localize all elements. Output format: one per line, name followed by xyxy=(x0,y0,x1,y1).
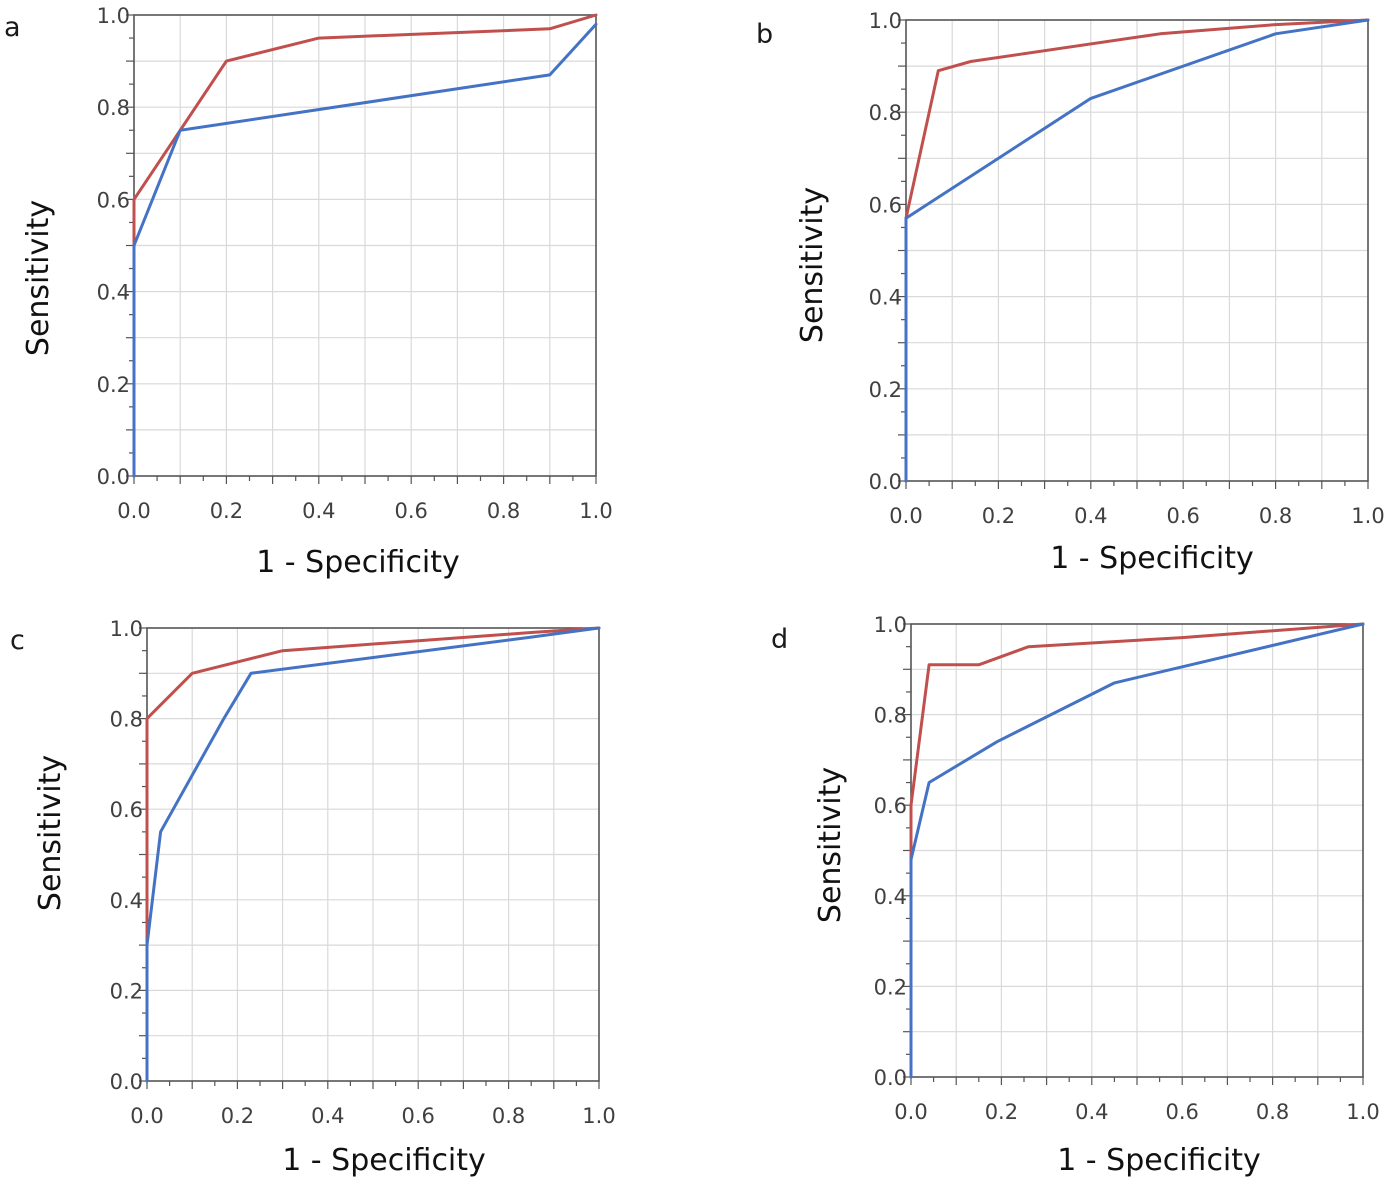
y-tick-label: 0.0 xyxy=(110,1070,143,1094)
x-tick-label: 0.0 xyxy=(894,1100,927,1124)
y-axis-title: Sensitivity xyxy=(795,187,830,343)
x-tick-label: 1.0 xyxy=(1346,1100,1379,1124)
x-tick-label: 0.6 xyxy=(394,499,427,523)
y-tick-label: 0.4 xyxy=(97,281,130,305)
x-tick-label: 0.6 xyxy=(401,1104,434,1128)
y-tick-label: 0.4 xyxy=(874,885,907,909)
x-tick-label: 0.2 xyxy=(982,504,1015,528)
x-tick-label: 0.8 xyxy=(1256,1100,1289,1124)
x-tick-label: 0.0 xyxy=(130,1104,163,1128)
y-tick-label: 1.0 xyxy=(110,617,143,641)
panel-label: a xyxy=(4,12,21,43)
x-axis-title: 1 - Specificity xyxy=(1050,541,1254,576)
y-tick-label: 0.4 xyxy=(869,286,902,310)
x-tick-label: 1.0 xyxy=(582,1104,615,1128)
roc-curve-blue xyxy=(145,626,601,1083)
x-axis-title: 1 - Specificity xyxy=(1057,1143,1261,1177)
y-tick-label: 0.2 xyxy=(869,378,902,402)
roc-panel-b: 0.0 0.2 0.4 0.6 0.8 1.0 0.0 0.2 0.4 0.6 0.8 1.0 1 - … xyxy=(756,9,1385,576)
x-tick-label: 1.0 xyxy=(579,499,612,523)
x-tick-label: 0.8 xyxy=(492,1104,525,1128)
roc-panel-c: 0.0 0.2 0.4 0.6 0.8 1.0 0.0 0.2 0.4 0.6 0.8 1.0 1 - … xyxy=(10,617,616,1177)
y-tick-label: 0.8 xyxy=(97,96,130,120)
x-tick-label: 0.2 xyxy=(985,1100,1018,1124)
x-tick-label: 0.4 xyxy=(311,1104,344,1128)
y-tick-label: 0.6 xyxy=(97,188,130,212)
y-tick-label: 0.0 xyxy=(97,465,130,489)
roc-panel-a: 0.0 0.2 0.4 0.6 0.8 1.0 0.0 0.2 0.4 0.6 0.8 1.0 1 - … xyxy=(4,4,613,580)
x-axis-title: 1 - Specificity xyxy=(256,545,460,580)
roc-curve-blue xyxy=(904,18,1370,483)
y-tick-label: 0.2 xyxy=(874,975,907,999)
x-tick-label: 0.8 xyxy=(487,499,520,523)
roc-panel-d: 0.0 0.2 0.4 0.6 0.8 1.0 0.0 0.2 0.4 0.6 0.8 1.0 1 - … xyxy=(771,613,1380,1177)
x-tick-label: 0.0 xyxy=(889,504,922,528)
panel-label: b xyxy=(756,19,773,50)
roc-curve-blue xyxy=(132,22,598,478)
roc-curve-red xyxy=(909,622,1365,1079)
roc-curve-red xyxy=(132,13,598,478)
x-tick-label: 0.0 xyxy=(117,499,150,523)
x-tick-label: 0.2 xyxy=(210,499,243,523)
x-tick-label: 0.6 xyxy=(1165,1100,1198,1124)
y-tick-label: 0.8 xyxy=(869,101,902,125)
y-tick-label: 0.8 xyxy=(874,704,907,728)
y-tick-label: 1.0 xyxy=(97,4,130,28)
y-tick-label: 1.0 xyxy=(874,613,907,637)
y-tick-label: 0.2 xyxy=(110,979,143,1003)
y-tick-label: 0.0 xyxy=(869,470,902,494)
y-tick-label: 0.2 xyxy=(97,373,130,397)
roc-curve-blue xyxy=(909,622,1365,1079)
y-tick-label: 0.4 xyxy=(110,889,143,913)
y-tick-label: 0.6 xyxy=(110,798,143,822)
panel-label: c xyxy=(10,625,25,656)
y-tick-label: 0.6 xyxy=(874,794,907,818)
y-tick-label: 0.8 xyxy=(110,708,143,732)
x-tick-label: 0.4 xyxy=(302,499,335,523)
y-tick-label: 0.6 xyxy=(869,193,902,217)
x-tick-label: 0.8 xyxy=(1259,504,1292,528)
x-axis-title: 1 - Specificity xyxy=(282,1143,486,1177)
x-tick-label: 0.6 xyxy=(1166,504,1199,528)
x-tick-label: 0.4 xyxy=(1075,1100,1108,1124)
panel-label: d xyxy=(771,624,788,655)
x-tick-label: 0.4 xyxy=(1074,504,1107,528)
y-tick-label: 0.0 xyxy=(874,1066,907,1090)
y-axis-title: Sensitivity xyxy=(21,200,56,356)
y-axis-title: Sensitivity xyxy=(33,755,68,911)
x-tick-label: 1.0 xyxy=(1351,504,1384,528)
y-tick-label: 1.0 xyxy=(869,9,902,33)
x-tick-label: 0.2 xyxy=(221,1104,254,1128)
roc-curve-red xyxy=(145,626,601,1083)
y-axis-title: Sensitivity xyxy=(813,767,848,923)
